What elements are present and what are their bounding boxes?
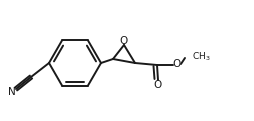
Text: O: O — [153, 80, 162, 90]
Text: N: N — [8, 87, 16, 97]
Text: CH$_3$: CH$_3$ — [191, 51, 210, 63]
Text: O: O — [119, 36, 128, 46]
Text: O: O — [172, 59, 180, 69]
